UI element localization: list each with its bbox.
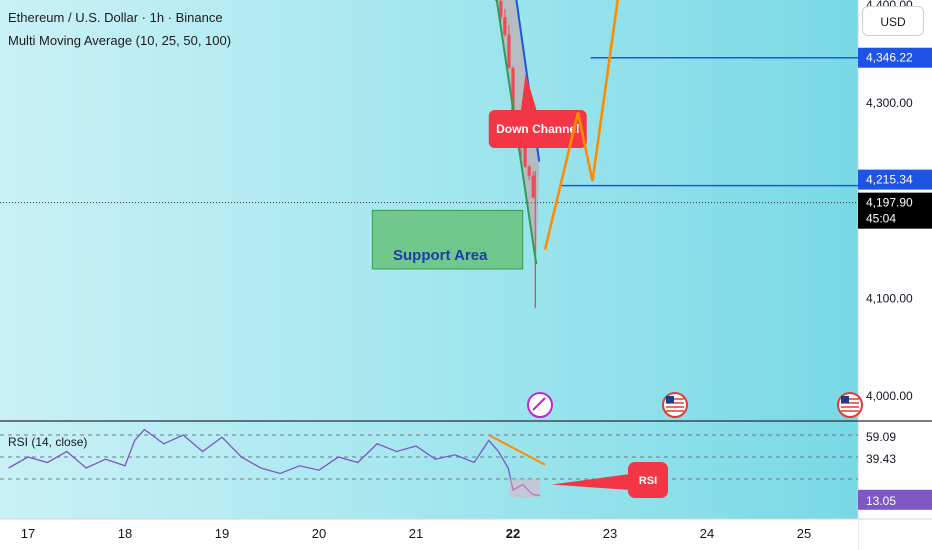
event-icon bbox=[527, 392, 553, 418]
time-tick-label: 25 bbox=[797, 526, 811, 541]
candle-body bbox=[531, 175, 535, 198]
time-tick-label: 23 bbox=[603, 526, 617, 541]
us-flag-icon bbox=[841, 396, 849, 403]
rsi-divergence-line bbox=[488, 434, 546, 466]
price-tick-label: 4,000.00 bbox=[866, 389, 913, 403]
rsi-callout-pointer bbox=[551, 474, 630, 490]
indicator-legend: Multi Moving Average (10, 25, 50, 100) bbox=[8, 33, 232, 48]
rsi-callout-label: RSI bbox=[639, 475, 657, 487]
rsi-tick-label: 59.09 bbox=[866, 430, 896, 444]
price-axis-panel bbox=[858, 0, 932, 550]
event-icons-group bbox=[527, 392, 863, 418]
us-flag-icon bbox=[666, 396, 674, 403]
currency-button[interactable]: USD bbox=[862, 6, 924, 36]
candle-body bbox=[503, 17, 507, 35]
support-zone bbox=[371, 209, 524, 270]
level-3-price-label: 4,215.34 bbox=[866, 173, 913, 187]
time-tick-label: 20 bbox=[312, 526, 326, 541]
rsi-value-tag bbox=[858, 489, 932, 510]
candle-body bbox=[511, 68, 515, 119]
event-icon bbox=[532, 397, 546, 411]
time-tick-label: 17 bbox=[21, 526, 35, 541]
candle-body bbox=[499, 1, 503, 18]
time-tick-label: 24 bbox=[700, 526, 714, 541]
rsi-oversold-fill bbox=[510, 479, 541, 498]
level-2-price-tag bbox=[858, 47, 932, 68]
last-price-tag bbox=[858, 192, 932, 229]
time-tick-label: 19 bbox=[215, 526, 229, 541]
candles-group bbox=[495, 0, 535, 199]
time-tick-label: 18 bbox=[118, 526, 132, 541]
time-tick-label: 21 bbox=[409, 526, 423, 541]
time-axis-panel bbox=[0, 519, 858, 550]
symbol-title: Ethereum / U.S. Dollar · 1h · Binance bbox=[8, 10, 223, 25]
candle-body bbox=[527, 166, 531, 176]
rsi-value-label: 13.05 bbox=[866, 494, 896, 508]
countdown-label: 45:04 bbox=[866, 212, 896, 226]
level-2-price-label: 4,346.22 bbox=[866, 51, 913, 65]
time-tick-label: 22 bbox=[506, 526, 520, 541]
down-channel-lower bbox=[495, 0, 538, 265]
candle-body bbox=[523, 144, 527, 167]
price-tick-label: 4,300.00 bbox=[866, 96, 913, 110]
candle-body bbox=[507, 34, 511, 69]
support-area-label: Support Area bbox=[393, 247, 488, 264]
down-channel-label: Down Channel bbox=[496, 122, 579, 136]
rsi-title: RSI (14, close) bbox=[8, 435, 87, 449]
price-tick-label: 4,100.00 bbox=[866, 291, 913, 305]
level-3-price-tag bbox=[858, 169, 932, 190]
down-channel-callout-box bbox=[488, 110, 587, 148]
rsi-callout-box bbox=[628, 462, 668, 498]
last-price-label: 4,197.90 bbox=[866, 196, 913, 210]
rsi-line bbox=[8, 428, 541, 497]
rsi-tick-label: 39.43 bbox=[866, 452, 896, 466]
projection-path bbox=[543, 0, 620, 250]
